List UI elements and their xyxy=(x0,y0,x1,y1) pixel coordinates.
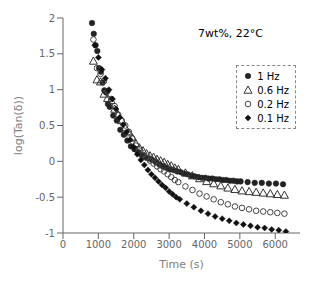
svg-text:-0.5: -0.5 xyxy=(35,192,55,203)
svg-text:2: 2 xyxy=(49,13,55,24)
svg-text:2000: 2000 xyxy=(121,239,146,250)
svg-text:0: 0 xyxy=(60,239,66,250)
svg-text:1.5: 1.5 xyxy=(39,48,55,59)
html-text:0.6 Hz: 0.6 Hz xyxy=(257,84,289,96)
svg-text:5000: 5000 xyxy=(227,239,252,250)
svg-text:4000: 4000 xyxy=(192,239,217,250)
svg-text:1000: 1000 xyxy=(86,239,111,250)
svg-text:0.5: 0.5 xyxy=(39,120,55,131)
svg-text:6000: 6000 xyxy=(263,239,288,250)
svg-text:0: 0 xyxy=(49,156,55,167)
html-text:0.1 Hz: 0.1 Hz xyxy=(257,112,289,124)
html-text:0.2 Hz: 0.2 Hz xyxy=(257,98,289,110)
svg-text:Time (s): Time (s) xyxy=(158,258,204,271)
svg-text:log(Tan(δ)): log(Tan(δ)) xyxy=(12,96,25,155)
svg-text:3000: 3000 xyxy=(156,239,181,250)
html-text:7wt%, 22°C: 7wt%, 22°C xyxy=(198,26,263,40)
html-text:1 Hz: 1 Hz xyxy=(257,70,280,82)
svg-text:-1: -1 xyxy=(45,228,55,239)
svg-text:1: 1 xyxy=(49,84,55,95)
